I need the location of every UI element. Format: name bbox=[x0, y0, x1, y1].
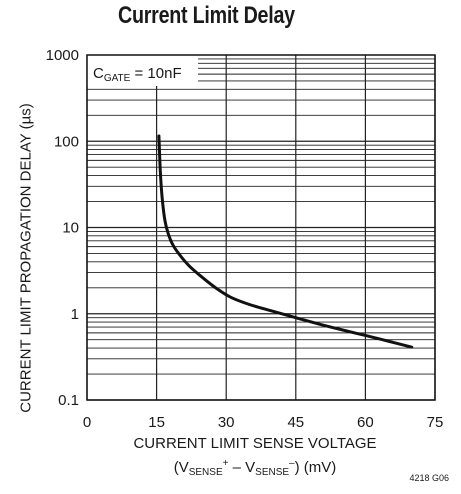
y-tick-label: 0.1 bbox=[58, 392, 79, 409]
x-axis-label: CURRENT LIMIT SENSE VOLTAGE (VSENSE+ – V… bbox=[133, 434, 376, 483]
annotation-label: CGATE = 10nF bbox=[93, 65, 182, 84]
y-tick-label: 10 bbox=[62, 220, 79, 237]
x-tick-label: 30 bbox=[218, 414, 235, 431]
x-tick-label: 15 bbox=[148, 414, 165, 431]
y-tick-label: 100 bbox=[54, 133, 79, 150]
x-tick-label: 75 bbox=[427, 414, 444, 431]
grid-lines bbox=[86, 55, 436, 401]
plot-frame bbox=[86, 54, 436, 401]
y-axis-label: CURRENT LIMIT PROPAGATION DELAY (µs) bbox=[17, 103, 35, 413]
y-tick-label: 1 bbox=[71, 306, 79, 323]
series-line bbox=[157, 134, 414, 349]
figure-id: 4218 G06 bbox=[409, 473, 449, 483]
x-tick-label: 45 bbox=[287, 414, 304, 431]
annotation-box bbox=[87, 55, 198, 86]
x-axis-label-line2: (VSENSE+ – VSENSE–) (mV) bbox=[173, 458, 337, 478]
x-tick-label: 0 bbox=[83, 414, 91, 431]
tick-labels: 0.1 1 10 100 1000 0 15 30 45 60 75 bbox=[46, 47, 444, 431]
x-tick-label: 60 bbox=[357, 414, 374, 431]
y-tick-label: 1000 bbox=[46, 47, 79, 64]
x-axis-label-line1: CURRENT LIMIT SENSE VOLTAGE bbox=[133, 435, 377, 452]
chart-title: Current Limit Delay bbox=[118, 2, 295, 29]
